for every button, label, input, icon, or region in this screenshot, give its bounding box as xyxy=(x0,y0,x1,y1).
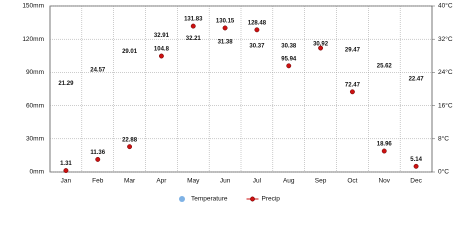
legend-marker xyxy=(250,196,255,202)
value-label: 104.8 xyxy=(154,47,170,53)
temperature-label: 30.92 xyxy=(313,41,329,47)
temperature-label: 29.01 xyxy=(122,49,138,55)
y2-tick-label: 32°C xyxy=(438,35,453,43)
x-tick-label: Feb xyxy=(92,178,104,185)
x-tick-label: Mar xyxy=(124,178,136,185)
temperature-label: 21.29 xyxy=(58,81,74,87)
temperature-label: 25.62 xyxy=(377,63,393,69)
y-tick-label: 0mm xyxy=(30,169,44,176)
temperature-label: 32.21 xyxy=(186,36,202,42)
y2-tick-label: 40°C xyxy=(438,2,453,10)
precip-point xyxy=(381,148,387,154)
precip-point xyxy=(158,53,164,59)
y-tick-label: 150mm xyxy=(22,3,44,10)
y-tick-label: 90mm xyxy=(26,69,44,76)
precip-point xyxy=(318,45,324,51)
value-label: 130.15 xyxy=(216,19,235,25)
x-tick-label: Jan xyxy=(61,178,72,185)
value-label: 72.47 xyxy=(345,82,361,88)
precip-point xyxy=(63,168,69,174)
temperature-label: 24.57 xyxy=(90,68,106,74)
x-tick-label: Dec xyxy=(410,178,422,185)
x-tick-label: May xyxy=(187,178,200,185)
value-label: 131.83 xyxy=(184,17,203,23)
x-tick-label: Jun xyxy=(220,178,231,185)
x-tick-label: Oct xyxy=(347,178,357,185)
x-tick-label: Nov xyxy=(378,178,390,185)
precip-point xyxy=(349,89,355,95)
x-tick-label: Jul xyxy=(253,178,262,185)
precip-point xyxy=(95,156,101,162)
temperature-label: 32.91 xyxy=(154,33,170,39)
value-label: 22.88 xyxy=(122,137,138,143)
y2-tick-label: 24°C xyxy=(438,68,453,76)
precip-point xyxy=(190,23,196,29)
value-label: 1.31 xyxy=(60,161,72,167)
y-tick-label: 60mm xyxy=(26,102,44,109)
temperature-label: 31.38 xyxy=(218,39,234,45)
x-tick-label: Sep xyxy=(315,178,327,185)
x-tick-label: Apr xyxy=(156,178,167,185)
precip-point xyxy=(413,163,419,169)
legend-marker xyxy=(179,196,185,202)
value-label: 95.94 xyxy=(281,56,297,62)
temperature-label: 30.38 xyxy=(281,44,297,50)
precip-point xyxy=(127,144,133,150)
x-tick-label: Aug xyxy=(283,178,295,185)
precip-point xyxy=(254,27,260,33)
y-tick-label: 120mm xyxy=(22,36,44,43)
temperature-label: 30.37 xyxy=(249,44,265,50)
legend-label: Temperature xyxy=(191,196,228,203)
precip-point xyxy=(222,25,228,31)
value-label: 128.48 xyxy=(248,20,267,26)
y2-tick-label: 8°C xyxy=(438,135,449,143)
y-tick-label: 30mm xyxy=(26,136,44,143)
y2-tick-label: 16°C xyxy=(438,101,453,109)
y2-tick-label: 0°C xyxy=(438,168,449,176)
legend-label: Precip xyxy=(262,196,281,203)
value-label: 18.96 xyxy=(377,142,393,148)
value-label: 5.14 xyxy=(410,157,422,163)
value-label: 11.36 xyxy=(90,150,105,156)
chart: 0mm 30mm 60mm 90mm 120mm 150mm 0°C 8°C 16°C 24°C 3… xyxy=(22,2,453,203)
precip-point xyxy=(286,63,292,69)
temperature-label: 29.47 xyxy=(345,47,361,53)
temperature-label: 22.47 xyxy=(409,76,425,82)
